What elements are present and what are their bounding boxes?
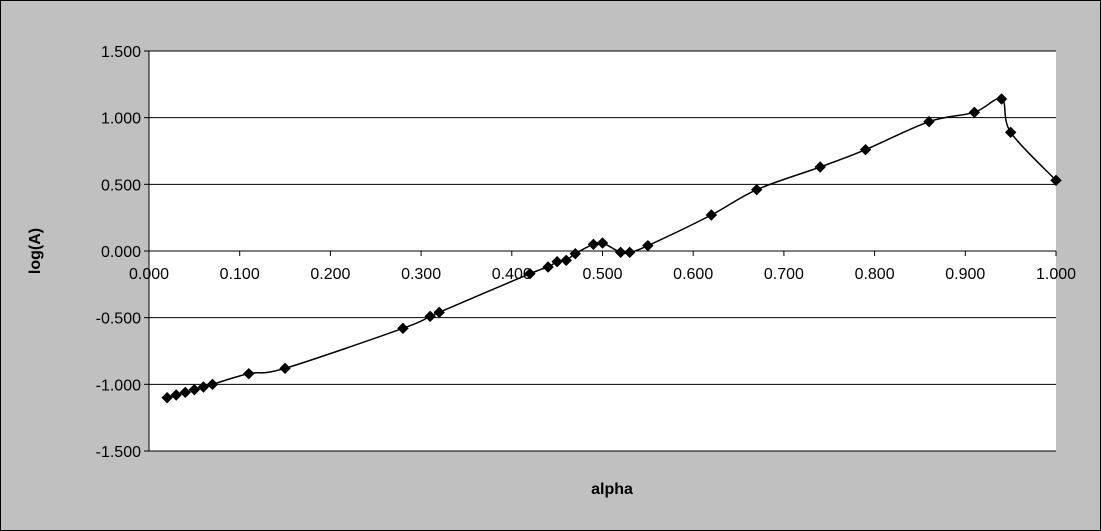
data-point-marker [859, 143, 872, 156]
data-point-marker [542, 261, 554, 273]
data-point-marker [424, 310, 436, 323]
x-tick-label: 0.200 [310, 266, 350, 283]
data-point-marker [995, 93, 1008, 105]
data-point-marker [596, 237, 609, 249]
x-tick-label: 0.000 [129, 266, 169, 283]
y-tick-label: 1.000 [101, 111, 141, 128]
data-point-marker [397, 322, 409, 335]
y-tick-label: 1.500 [101, 44, 141, 61]
y-tick-label: 0.000 [101, 244, 141, 261]
x-axis-title: alpha [591, 481, 633, 498]
data-point-marker [243, 367, 255, 380]
x-tick-label: 0.500 [582, 266, 622, 283]
data-point-marker [814, 161, 826, 173]
tick-labels: 1.500 1.000 0.500 0.000 -0.500 -1.000 -1.500 0.… [96, 44, 1076, 461]
gridlines [149, 50, 1056, 452]
data-point-marker [433, 306, 445, 319]
x-tick-label: 0.900 [945, 266, 985, 283]
x-tick-label: 0.700 [764, 266, 804, 283]
x-tick-label: 0.400 [492, 266, 532, 283]
data-point-marker [279, 362, 291, 375]
data-point-marker [188, 383, 201, 396]
data-point-marker [1050, 174, 1062, 187]
data-point-marker [750, 183, 763, 196]
data-point-marker [624, 246, 636, 259]
x-tick-label: 0.800 [855, 266, 895, 283]
axes [144, 50, 1057, 452]
y-tick-label: -1.000 [96, 377, 141, 394]
data-point-marker [197, 381, 210, 393]
data-point-marker [206, 378, 219, 391]
data-point-marker [569, 247, 581, 260]
data-point-marker [161, 391, 173, 404]
x-tick-label: 0.300 [401, 266, 441, 283]
y-tick-label: 0.500 [101, 177, 141, 194]
data-point-marker [968, 106, 981, 119]
x-tick-label: 0.100 [220, 266, 260, 283]
y-axis-title: log(A) [27, 228, 44, 274]
data-point-marker [1004, 126, 1017, 139]
data-point-marker [551, 255, 563, 268]
y-tick-label: -0.500 [96, 311, 141, 328]
series-layer [161, 93, 1062, 404]
data-point-marker [642, 239, 654, 252]
data-point-marker [170, 389, 182, 401]
y-tick-label: -1.500 [96, 444, 141, 461]
data-point-marker [614, 246, 627, 259]
x-tick-label: 0.600 [673, 266, 713, 283]
data-point-marker [560, 254, 572, 267]
x-tick-label: 1.000 [1036, 266, 1076, 283]
data-point-marker [923, 115, 935, 128]
data-point-marker [587, 238, 600, 251]
data-point-marker [179, 386, 191, 399]
data-point-marker [524, 267, 536, 280]
data-point-marker [705, 209, 718, 221]
